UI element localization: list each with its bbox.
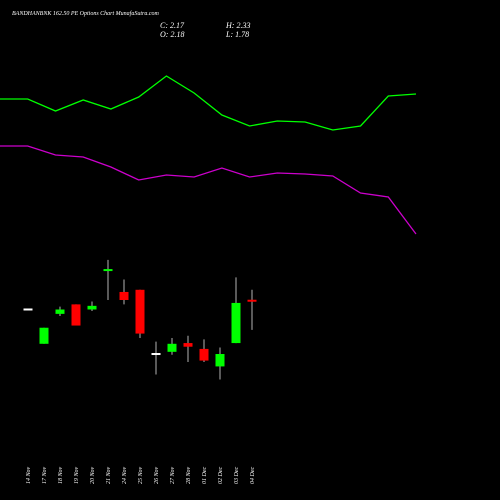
x-tick-label: 17 Nov xyxy=(42,466,48,484)
candle-body xyxy=(167,343,177,352)
candle-body xyxy=(215,354,225,367)
x-tick-label: 28 Nov xyxy=(186,466,192,484)
x-tick-label: 20 Nov xyxy=(90,466,96,484)
x-tick-label: 24 Nov xyxy=(121,466,128,484)
indicator-line xyxy=(0,75,417,131)
x-tick-label: 21 Nov xyxy=(106,466,112,484)
candle-body xyxy=(103,269,113,272)
x-tick-label: 04 Dec xyxy=(249,467,256,484)
x-tick-label: 03 Dec xyxy=(234,467,240,484)
x-tick-label: 01 Dec xyxy=(202,467,208,484)
candle-body xyxy=(135,289,145,334)
high-label: H: 2.33 xyxy=(225,21,250,30)
open-label: O: 2.18 xyxy=(160,30,184,39)
candle-body xyxy=(231,302,241,344)
candle-body xyxy=(87,305,97,310)
x-tick-label: 26 Nov xyxy=(154,466,160,484)
low-label: L: 1.78 xyxy=(225,30,249,39)
x-tick-label: 19 Nov xyxy=(74,466,80,484)
candle-body xyxy=(119,291,129,300)
candle-body xyxy=(151,353,161,356)
candle-body xyxy=(183,343,193,347)
candle-body xyxy=(247,299,257,302)
x-tick-label: 25 Nov xyxy=(138,466,144,484)
candle-body xyxy=(71,304,81,326)
x-tick-label: 02 Dec xyxy=(218,467,224,484)
candle-body xyxy=(23,308,33,311)
indicator-line xyxy=(0,145,417,235)
chart-title: BANDHANBNK 162.50 PE Options Chart Munaf… xyxy=(12,10,160,17)
x-tick-label: 14 Nov xyxy=(25,466,32,484)
candle-body xyxy=(199,348,209,361)
candle-body xyxy=(55,309,65,314)
x-tick-label: 27 Nov xyxy=(170,466,176,484)
candle-body xyxy=(39,327,49,344)
close-label: C: 2.17 xyxy=(160,21,185,30)
x-tick-label: 18 Nov xyxy=(58,466,64,484)
